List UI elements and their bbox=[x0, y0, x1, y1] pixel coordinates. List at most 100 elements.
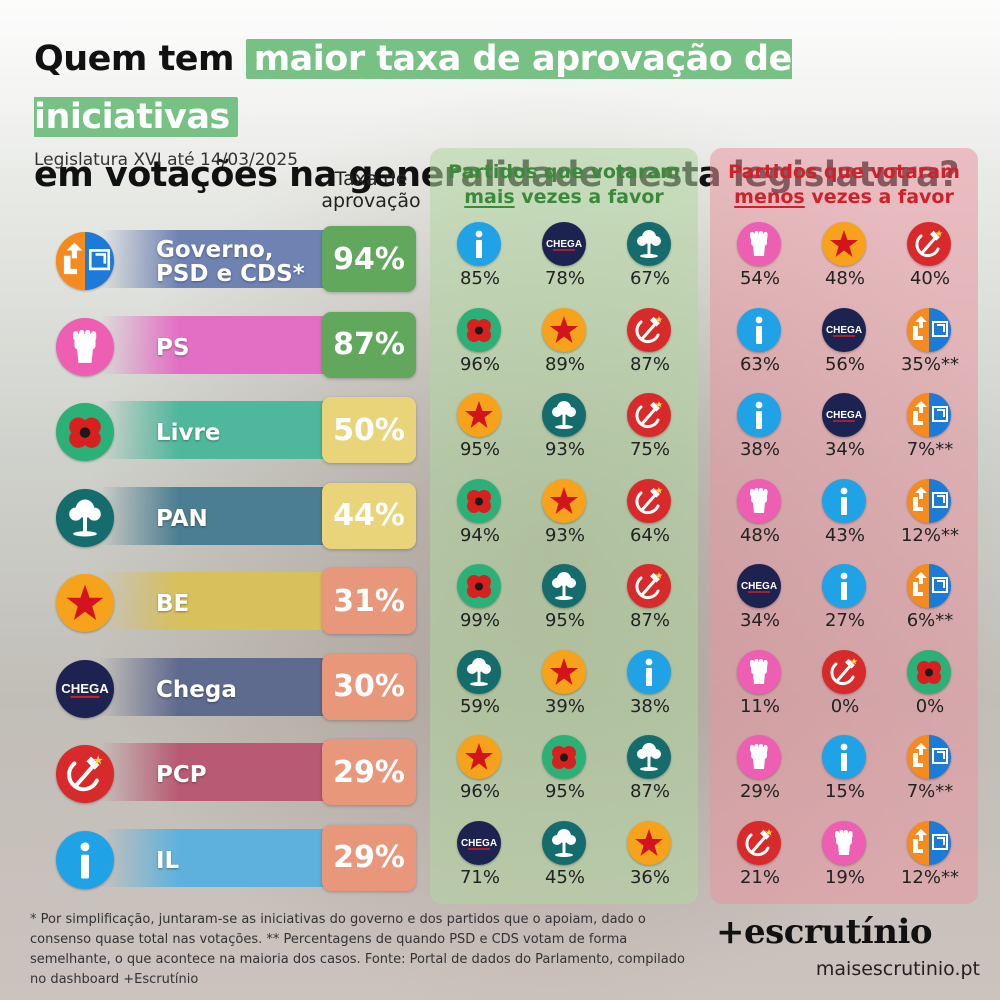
favor-title-rest: vezes a favor bbox=[514, 186, 664, 208]
against-percentage: 54% bbox=[739, 268, 780, 289]
favor-percentage: 96% bbox=[459, 353, 500, 375]
approval-rate: 29% bbox=[322, 824, 416, 891]
svg-text:CHEGA: CHEGA bbox=[826, 410, 862, 421]
favor-cell: 89% bbox=[522, 307, 602, 388]
party-name: PAN bbox=[156, 491, 326, 547]
party-logo bbox=[56, 403, 114, 461]
party-name-line: BE bbox=[156, 591, 190, 617]
against-cell: 6%** bbox=[887, 564, 967, 644]
favor-cell: 95% bbox=[522, 735, 602, 815]
against-cell: 48% bbox=[717, 478, 797, 559]
party-band bbox=[100, 828, 325, 887]
against-percentage: 48% bbox=[824, 268, 865, 289]
favor-percentage: 99% bbox=[459, 610, 500, 631]
chega-party-icon: CHEGA bbox=[822, 307, 866, 352]
party-name-line: PSD e CDS* bbox=[156, 261, 305, 287]
against-percentage: 48% bbox=[739, 524, 780, 546]
against-cell: 0% bbox=[802, 649, 882, 730]
against-cell: 27% bbox=[802, 564, 882, 644]
favor-cell: 59% bbox=[437, 649, 517, 730]
party-name: Livre bbox=[156, 405, 326, 461]
be-party-icon bbox=[542, 307, 586, 352]
against-percentage: 7%** bbox=[906, 439, 954, 460]
gov-party-icon bbox=[907, 307, 951, 352]
party-band bbox=[100, 657, 325, 716]
pcp-party-icon bbox=[627, 393, 671, 437]
pan-party-icon bbox=[627, 222, 671, 266]
party-name-line: Chega bbox=[156, 676, 237, 703]
against-percentage: 0% bbox=[915, 695, 945, 717]
pcp-party-icon bbox=[56, 745, 114, 803]
against-title-rest: vezes a favor bbox=[804, 186, 954, 208]
favor-cell: 99% bbox=[437, 564, 517, 644]
favor-percentage: 78% bbox=[544, 268, 585, 289]
approval-rate: 30% bbox=[322, 653, 416, 720]
favor-cell: 64% bbox=[607, 478, 687, 559]
party-logo bbox=[56, 232, 114, 290]
favor-percentage: 45% bbox=[544, 866, 585, 888]
against-percentage: 29% bbox=[739, 781, 780, 802]
party-logo bbox=[56, 574, 114, 632]
ps-party-icon bbox=[737, 478, 781, 523]
party-band bbox=[100, 743, 325, 801]
brand-url[interactable]: maisescrutinio.pt bbox=[815, 958, 980, 980]
party-logo bbox=[56, 488, 114, 547]
favor-percentage: 95% bbox=[544, 781, 585, 802]
favor-percentage: 96% bbox=[459, 781, 500, 802]
ps-party-icon bbox=[56, 317, 114, 376]
svg-text:CHEGA: CHEGA bbox=[741, 581, 777, 592]
against-percentage: 63% bbox=[739, 353, 780, 375]
favor-percentage: 95% bbox=[544, 610, 585, 631]
be-party-icon bbox=[542, 478, 586, 523]
against-cell: 19% bbox=[802, 820, 882, 901]
pcp-party-icon bbox=[627, 564, 671, 608]
against-cell: 38% bbox=[717, 393, 797, 473]
favor-percentage: 87% bbox=[629, 353, 670, 375]
gov-party-icon bbox=[907, 478, 951, 523]
against-percentage: 12%** bbox=[900, 866, 959, 888]
against-title-emph: menos bbox=[734, 186, 805, 208]
ps-party-icon bbox=[822, 820, 866, 865]
footnote: * Por simplificação, juntaram-se as inic… bbox=[30, 912, 685, 987]
be-party-icon bbox=[627, 820, 671, 865]
il-party-icon bbox=[737, 307, 781, 352]
pcp-party-icon bbox=[627, 478, 671, 523]
favor-cell: 93% bbox=[522, 478, 602, 559]
against-percentage: 38% bbox=[739, 439, 780, 460]
party-logo: CHEGA bbox=[56, 659, 114, 718]
against-cell: 48% bbox=[802, 222, 882, 302]
party-name: Chega bbox=[156, 662, 326, 718]
favor-cell: 36% bbox=[607, 820, 687, 901]
against-percentage: 56% bbox=[824, 353, 865, 375]
gov-party-icon bbox=[907, 564, 951, 608]
favor-cell: 38% bbox=[607, 649, 687, 730]
against-cell: CHEGA 34% bbox=[802, 393, 882, 473]
approval-rate: 50% bbox=[322, 397, 416, 463]
party-name-line: PS bbox=[156, 334, 190, 361]
party-name-line: Livre bbox=[156, 420, 221, 446]
party-row: PCP 29% 96% 95% 87% 29% 15% 7%** bbox=[0, 731, 1000, 811]
against-percentage: 15% bbox=[824, 781, 865, 802]
against-cell: 11% bbox=[717, 649, 797, 730]
against-cell: CHEGA 34% bbox=[717, 564, 797, 644]
against-cell: CHEGA 56% bbox=[802, 307, 882, 388]
chega-party-icon: CHEGA bbox=[457, 820, 501, 865]
favor-percentage: 94% bbox=[459, 524, 500, 546]
favor-cell: 96% bbox=[437, 307, 517, 388]
favor-cell: 87% bbox=[607, 307, 687, 388]
il-party-icon bbox=[627, 649, 671, 694]
il-party-icon bbox=[822, 564, 866, 608]
against-cell: 63% bbox=[717, 307, 797, 388]
favor-panel-title: Partidos que votaram mais vezes a favor bbox=[430, 160, 698, 210]
favor-percentage: 67% bbox=[629, 268, 670, 289]
ps-party-icon bbox=[737, 735, 781, 779]
gov-party-icon bbox=[56, 232, 114, 290]
livre-party-icon bbox=[56, 403, 114, 461]
favor-cell: 95% bbox=[437, 393, 517, 473]
approval-rate: 29% bbox=[322, 739, 416, 805]
favor-percentage: 89% bbox=[544, 353, 585, 375]
chega-party-icon: CHEGA bbox=[822, 393, 866, 437]
gov-party-icon bbox=[907, 393, 951, 437]
favor-cell: CHEGA 78% bbox=[522, 222, 602, 302]
against-cell: 0% bbox=[887, 649, 967, 730]
